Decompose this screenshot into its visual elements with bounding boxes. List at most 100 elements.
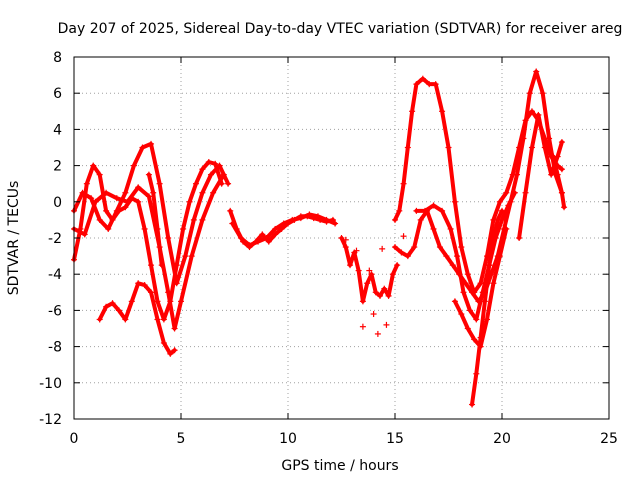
data-point (199, 166, 206, 173)
data-point (154, 298, 161, 305)
data-point (150, 189, 157, 196)
data-point (541, 144, 548, 151)
data-point (439, 108, 446, 115)
series-line (393, 76, 564, 295)
data-point (171, 325, 178, 332)
y-tick-label: 2 (53, 159, 62, 175)
series-line (517, 112, 564, 240)
series-line (72, 160, 224, 322)
data-point (377, 292, 384, 299)
data-point (445, 144, 452, 151)
data-point (503, 189, 510, 196)
data-point (473, 370, 480, 377)
data-point (368, 271, 375, 278)
data-point (182, 253, 189, 260)
series-trace-o (550, 153, 568, 211)
series-trace-d (96, 280, 178, 357)
data-point (454, 253, 461, 260)
data-point (516, 235, 523, 241)
data-point (477, 334, 484, 341)
data-point (471, 336, 478, 343)
series-line (339, 236, 400, 304)
data-point (210, 189, 217, 196)
data-point (490, 280, 497, 287)
data-point (439, 207, 446, 214)
data-point (154, 225, 161, 232)
data-point (92, 198, 99, 205)
isolated-points (342, 233, 407, 337)
data-point (188, 253, 195, 260)
y-axis-label: SDTVAR / TECUs (6, 181, 22, 296)
data-point (411, 244, 418, 251)
data-point (289, 216, 296, 223)
data-point (374, 330, 381, 337)
data-point (272, 225, 279, 232)
data-point (477, 280, 484, 287)
data-point (199, 216, 206, 223)
data-point (528, 144, 535, 151)
data-point (511, 189, 518, 196)
data-point (430, 202, 437, 209)
data-point (207, 171, 214, 178)
data-point (554, 171, 561, 178)
data-point (145, 193, 152, 200)
data-point (550, 153, 557, 160)
data-point (426, 81, 433, 88)
data-point (135, 184, 142, 191)
data-point (165, 235, 172, 241)
data-point (447, 225, 454, 232)
data-point (227, 207, 234, 214)
data-point (190, 216, 197, 223)
data-point (220, 171, 227, 178)
data-point (417, 216, 424, 223)
data-point (160, 339, 167, 346)
data-point (528, 108, 535, 115)
x-tick-label: 15 (386, 431, 404, 447)
y-tick-label: -6 (48, 303, 62, 319)
data-point (96, 316, 103, 323)
x-tick-label: 0 (70, 431, 79, 447)
data-point (90, 162, 97, 169)
data-point (109, 300, 116, 307)
data-point (404, 253, 411, 260)
data-point (83, 180, 90, 187)
y-tick-label: 8 (53, 50, 62, 66)
data-point (229, 220, 236, 227)
data-point (342, 244, 349, 251)
data-point (280, 220, 287, 227)
data-point (561, 204, 568, 211)
data-point (145, 171, 152, 178)
y-tick-label: -4 (48, 267, 62, 283)
data-point (389, 271, 396, 278)
data-layer (71, 68, 568, 408)
series-trace-g (229, 211, 339, 249)
data-point (370, 311, 377, 318)
data-point (443, 253, 450, 260)
data-point (199, 189, 206, 196)
data-point (103, 303, 110, 310)
data-point (546, 135, 553, 142)
data-point (148, 140, 155, 147)
data-point (141, 225, 148, 232)
data-point (458, 311, 465, 318)
data-point (364, 280, 371, 287)
data-point (464, 271, 471, 278)
data-point (413, 207, 420, 214)
data-point (400, 180, 407, 187)
series-line (551, 154, 567, 210)
data-point (115, 307, 122, 314)
data-point (355, 267, 362, 274)
data-point (404, 144, 411, 151)
series-trace-b (71, 140, 232, 287)
x-axis-label: GPS time / hours (281, 458, 398, 474)
data-point (180, 225, 187, 232)
data-point (513, 171, 520, 178)
data-point (520, 135, 527, 142)
series-line (230, 212, 338, 248)
data-point (558, 189, 565, 196)
data-point (255, 238, 262, 245)
data-point (135, 198, 142, 205)
data-point (490, 235, 497, 241)
data-point (342, 236, 349, 243)
